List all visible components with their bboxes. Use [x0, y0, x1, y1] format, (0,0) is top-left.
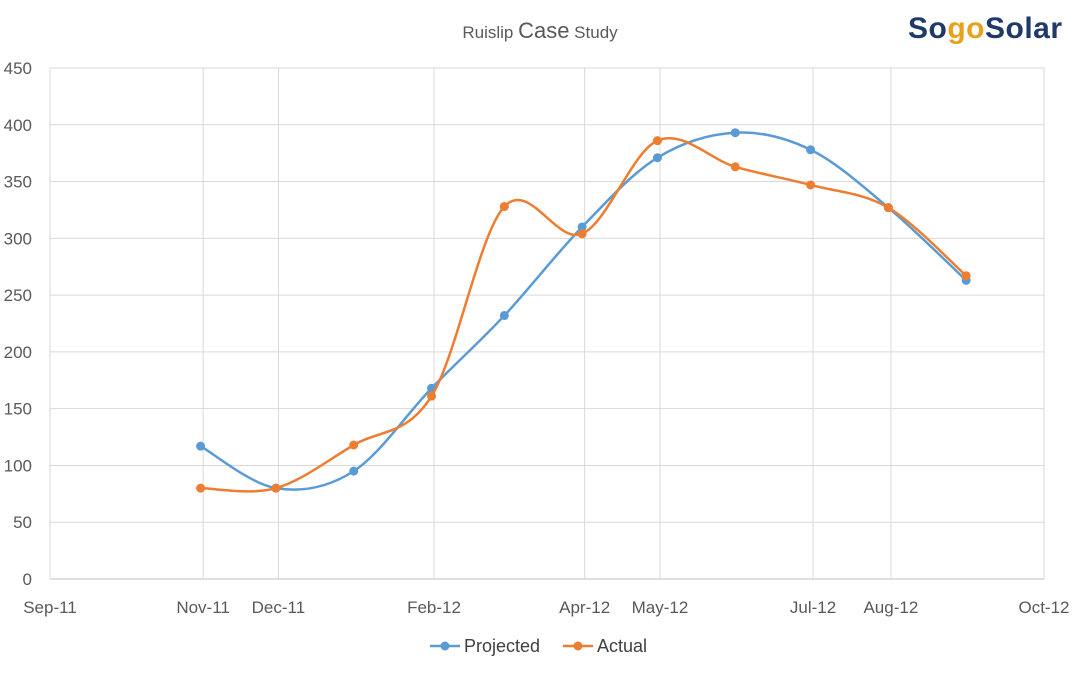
projected-data-point [349, 466, 359, 476]
y-tick-label: 450 [4, 59, 32, 78]
sogosolar-logo: SogoSolar [908, 12, 1063, 46]
logo-part-so: So [908, 12, 948, 45]
x-tick-label: Dec-11 [252, 598, 306, 617]
chart-title-part-3: Study [569, 23, 618, 42]
projected-series-line [199, 131, 968, 491]
x-tick-label: May-12 [632, 598, 689, 617]
x-tick-label: Oct-12 [1018, 598, 1069, 617]
x-tick-label: Jul-12 [790, 598, 836, 617]
x-tick-label: Aug-12 [863, 598, 918, 617]
projected-data-point [196, 441, 206, 451]
y-tick-label: 100 [4, 456, 32, 475]
y-tick-label: 350 [4, 173, 32, 192]
actual-data-point [271, 483, 281, 493]
projected-data-point [577, 222, 587, 232]
actual-legend-label: Actual [597, 636, 647, 656]
logo-part-solar: Solar [985, 12, 1063, 45]
actual-legend-marker [573, 641, 583, 651]
actual-data-point [349, 440, 359, 450]
actual-data-point [806, 180, 816, 190]
actual-data-point [577, 229, 587, 239]
projected-data-point [730, 128, 740, 138]
projected-data-point [806, 145, 816, 155]
chart-title-part-1: Ruislip [462, 23, 519, 42]
x-tick-label: Sep-11 [23, 598, 77, 617]
projected-data-point [499, 311, 509, 321]
y-tick-label: 200 [4, 343, 32, 362]
y-tick-label: 0 [23, 570, 32, 589]
chart-title: Ruislip Case Study [0, 18, 1080, 44]
actual-series-line [200, 137, 968, 493]
projected-legend-label: Projected [464, 636, 540, 656]
actual-data-point [652, 136, 662, 146]
actual-data-point [427, 391, 437, 401]
y-tick-label: 300 [4, 229, 32, 248]
logo-part-go: go [947, 12, 985, 45]
actual-data-point [883, 203, 893, 213]
y-tick-label: 250 [4, 286, 32, 305]
actual-data-point [730, 162, 740, 172]
y-tick-label: 150 [4, 400, 32, 419]
x-tick-label: Feb-12 [407, 598, 461, 617]
actual-data-point [196, 483, 206, 493]
actual-data-point [961, 271, 971, 281]
x-tick-label: Nov-11 [176, 598, 230, 617]
x-tick-label: Apr-12 [559, 598, 610, 617]
actual-data-point [499, 202, 509, 212]
projected-legend-marker [440, 641, 450, 651]
y-tick-label: 50 [13, 513, 32, 532]
y-tick-label: 400 [4, 116, 32, 135]
projected-data-point [652, 153, 662, 163]
chart-title-part-2: Case [518, 18, 570, 43]
